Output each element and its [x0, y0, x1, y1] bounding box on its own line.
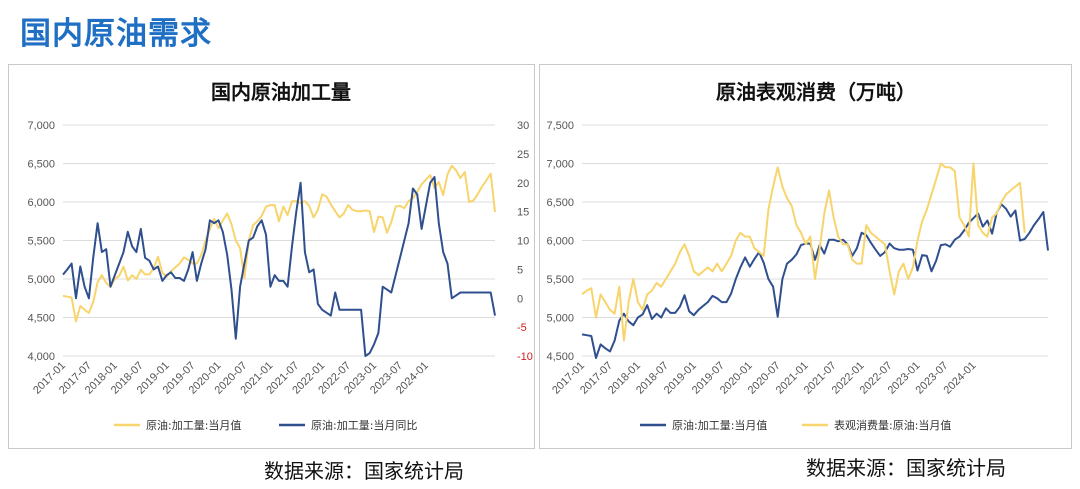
y-tick-label-left: 6,000 — [27, 197, 55, 209]
y-tick-label-right: -10 — [517, 351, 533, 363]
y-tick-label-left: 5,000 — [27, 274, 55, 286]
y-tick-label-right: 25 — [517, 149, 529, 161]
y-tick-label-left: 7,500 — [546, 120, 574, 132]
data-source-left: 数据来源：国家统计局 — [264, 459, 464, 483]
legend-label: 原油:加工量:当月值 — [146, 418, 241, 432]
y-tick-label-left: 6,000 — [546, 236, 574, 248]
y-tick-label-right: 0 — [517, 293, 523, 305]
chart-panel-apparent-consumption: 原油表观消费（万吨） 7,500 7,000 6,500 6,000 5,500 5,000… — [539, 64, 1072, 449]
series-line-原油:加工量:当月同比 — [62, 176, 496, 357]
y-tick-label-left: 7,000 — [27, 120, 55, 132]
y-tick-label-right: 5 — [517, 264, 523, 276]
y-tick-label-left: 4,000 — [27, 351, 55, 363]
series-line-原油:加工量:当月值 — [62, 164, 496, 323]
data-source-right: 数据来源：国家统计局 — [806, 456, 1006, 480]
y-tick-label-right: 30 — [517, 120, 529, 132]
series-line-原油:加工量:当月值 — [581, 203, 1049, 359]
y-tick-label-left: 5,500 — [27, 236, 55, 248]
y-tick-label-left: 4,500 — [27, 313, 55, 325]
legend-label: 原油:加工量:当月值 — [672, 418, 767, 432]
page-title: 国内原油需求 — [20, 16, 212, 52]
y-tick-label-right: -5 — [517, 322, 527, 334]
y-tick-label-left: 5,000 — [546, 313, 574, 325]
y-tick-label-right: 10 — [517, 236, 529, 248]
series-line-表观消费量:原油:当月值 — [581, 162, 1026, 342]
y-tick-label-left: 7,000 — [546, 159, 574, 171]
y-tick-label-left: 6,500 — [27, 159, 55, 171]
chart-title: 国内原油加工量 — [211, 80, 351, 104]
y-tick-label-left: 6,500 — [546, 197, 574, 209]
chart-crude-processing: 国内原油加工量 7,000 6,500 6,000 5,500 5,000 4,500 4,0… — [27, 80, 533, 432]
chart-title: 原油表观消费（万吨） — [716, 80, 916, 104]
y-tick-label-right: 15 — [517, 207, 529, 219]
chart-panel-crude-processing: 国内原油加工量 7,000 6,500 6,000 5,500 5,000 4,500 4,0… — [8, 64, 535, 449]
y-tick-label-right: 20 — [517, 178, 529, 190]
legend-label: 原油:加工量:当月同比 — [311, 418, 417, 432]
legend-label: 表观消费量:原油:当月值 — [834, 418, 951, 432]
chart-apparent-consumption: 原油表观消费（万吨） 7,500 7,000 6,500 6,000 5,500 5,000… — [546, 80, 1049, 432]
y-tick-label-left: 4,500 — [546, 351, 574, 363]
y-tick-label-left: 5,500 — [546, 274, 574, 286]
